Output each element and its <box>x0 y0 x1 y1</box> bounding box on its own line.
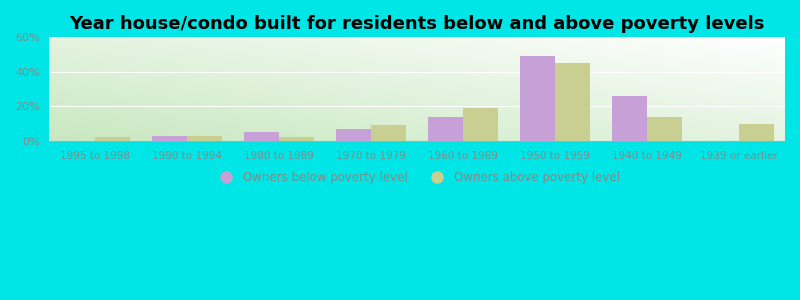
Bar <box>739 124 774 141</box>
Bar <box>463 108 498 141</box>
Bar <box>612 96 647 141</box>
Bar <box>153 136 187 141</box>
Title: Year house/condo built for residents below and above poverty levels: Year house/condo built for residents bel… <box>70 15 765 33</box>
Bar <box>555 63 590 141</box>
Bar <box>371 125 406 141</box>
Bar <box>336 129 371 141</box>
Legend: Owners below poverty level, Owners above poverty level: Owners below poverty level, Owners above… <box>210 166 625 189</box>
Bar <box>244 132 279 141</box>
Bar <box>95 137 130 141</box>
Bar <box>520 56 555 141</box>
Bar <box>187 136 222 141</box>
Bar <box>279 137 314 141</box>
Bar <box>647 117 682 141</box>
Bar <box>428 117 463 141</box>
